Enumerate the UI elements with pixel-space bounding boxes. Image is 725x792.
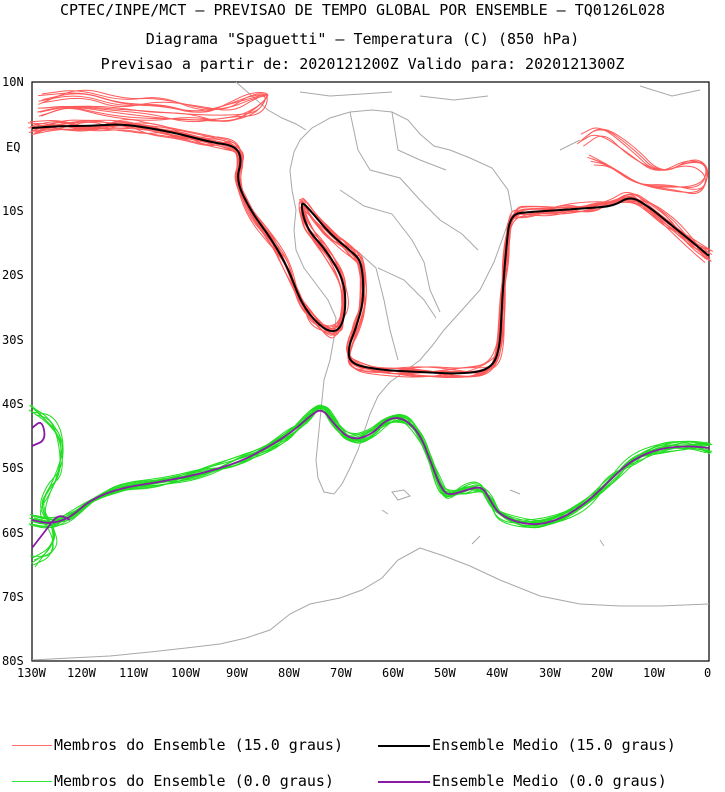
- member-0-track: [31, 406, 713, 524]
- member-0-track: [33, 408, 707, 527]
- lat-label-10s: 10S: [2, 204, 24, 218]
- member-0-track: [34, 406, 709, 528]
- south-america-coast: [289, 109, 513, 495]
- coastlines: [31, 81, 710, 661]
- member-0-track: [29, 406, 706, 525]
- member-15-track: [37, 93, 269, 122]
- member-0-track: [31, 414, 61, 564]
- lon-label-120w: 120W: [67, 666, 97, 680]
- member-0-track: [33, 406, 708, 526]
- member-15-track: [38, 91, 268, 121]
- lat-label-30s: 30S: [2, 333, 24, 347]
- member-0-track: [34, 405, 710, 529]
- member-15-track: [35, 121, 711, 378]
- lat-label-eq: EQ: [6, 140, 20, 154]
- member-15-track: [32, 120, 712, 374]
- lon-label-30w: 30W: [539, 666, 561, 680]
- lat-label-70s: 70S: [2, 590, 24, 604]
- lat-label-80s: 80S: [2, 654, 24, 668]
- lat-label-10n: 10N: [2, 75, 24, 89]
- lon-label-0: 0: [704, 666, 711, 680]
- lat-label-40s: 40S: [2, 397, 24, 411]
- legend-mean-0: Ensemble Medio (0.0 graus): [378, 772, 667, 790]
- legend-label-mean-15: Ensemble Medio (15.0 graus): [432, 736, 676, 754]
- lon-label-10w: 10W: [643, 666, 665, 680]
- member-0-track: [31, 411, 64, 559]
- member-15-track: [38, 89, 268, 123]
- country-borders: [329, 111, 479, 361]
- member-15-track: [34, 122, 709, 374]
- member-0-track: [30, 405, 711, 521]
- member-0-track: [32, 406, 712, 524]
- member-15-track: [35, 121, 706, 377]
- lat-label-50s: 50S: [2, 461, 24, 475]
- lon-label-60w: 60W: [382, 666, 404, 680]
- member-0-track: [30, 407, 713, 524]
- antarctica-coast: [31, 535, 710, 661]
- mean-0-track: [31, 409, 710, 526]
- member-15-track: [41, 94, 268, 122]
- axis-labels: 10N EQ 10S 20S 30S 40S 50S 60S 70S 80S 1…: [2, 75, 711, 680]
- member-15-track: [31, 122, 709, 373]
- member-0-track: [28, 407, 711, 527]
- title-line-2: Diagrama "Spaguetti" – Temperatura (C) (…: [145, 30, 580, 48]
- falkland-islands: [381, 489, 521, 515]
- lon-label-50w: 50W: [434, 666, 456, 680]
- title-line-1: CPTEC/INPE/MCT – PREVISAO DE TEMPO GLOBA…: [59, 1, 666, 19]
- legend-label-member-15: Membros do Ensemble (15.0 graus): [54, 736, 343, 754]
- lon-label-80w: 80W: [278, 666, 300, 680]
- member-15-track: [29, 120, 713, 375]
- member-15-track: [30, 124, 710, 378]
- lon-label-130w: 130W: [17, 666, 47, 680]
- member-15-track: [33, 121, 706, 375]
- lon-label-100w: 100W: [171, 666, 201, 680]
- member-0-track: [32, 406, 64, 561]
- central-america-coast: [235, 81, 701, 151]
- member-15-track: [27, 119, 708, 378]
- mean-15-track: [31, 123, 710, 375]
- mean-0-track: [31, 515, 71, 549]
- legend-member-0: Membros do Ensemble (0.0 graus): [12, 772, 334, 790]
- legend-label-mean-0: Ensemble Medio (0.0 graus): [432, 772, 667, 790]
- member-15-track: [581, 128, 709, 193]
- legend-swatch-member-15: [12, 745, 52, 746]
- map-frame: [31, 81, 710, 662]
- member-15-track: [28, 120, 713, 373]
- legend-member-15: Membros do Ensemble (15.0 graus): [12, 736, 343, 754]
- member-0-track: [35, 405, 711, 523]
- legend-swatch-mean-15: [378, 744, 430, 747]
- title-line-3: Previsao a partir de: 2020121200Z Valido…: [100, 55, 625, 73]
- legend-mean-15: Ensemble Medio (15.0 graus): [378, 736, 676, 754]
- member-0-track: [31, 405, 710, 528]
- lat-label-20s: 20S: [2, 268, 24, 282]
- member-0-track: [30, 404, 62, 557]
- contour-tracks: [27, 89, 713, 568]
- lat-label-60s: 60S: [2, 526, 24, 540]
- legend-label-member-0: Membros do Ensemble (0.0 graus): [54, 772, 334, 790]
- member-15-track: [28, 119, 711, 379]
- lon-label-110w: 110W: [119, 666, 149, 680]
- member-15-track: [34, 123, 711, 378]
- member-0-track: [29, 404, 709, 529]
- lon-label-90w: 90W: [226, 666, 248, 680]
- legend-swatch-member-0: [12, 781, 52, 782]
- legend-swatch-mean-0: [378, 780, 430, 783]
- lon-label-70w: 70W: [330, 666, 352, 680]
- member-15-track: [30, 121, 707, 378]
- member-15-track: [32, 121, 707, 375]
- lon-label-20w: 20W: [591, 666, 613, 680]
- lon-label-40w: 40W: [486, 666, 508, 680]
- member-0-track: [30, 405, 708, 527]
- mean-0-track: [31, 421, 46, 447]
